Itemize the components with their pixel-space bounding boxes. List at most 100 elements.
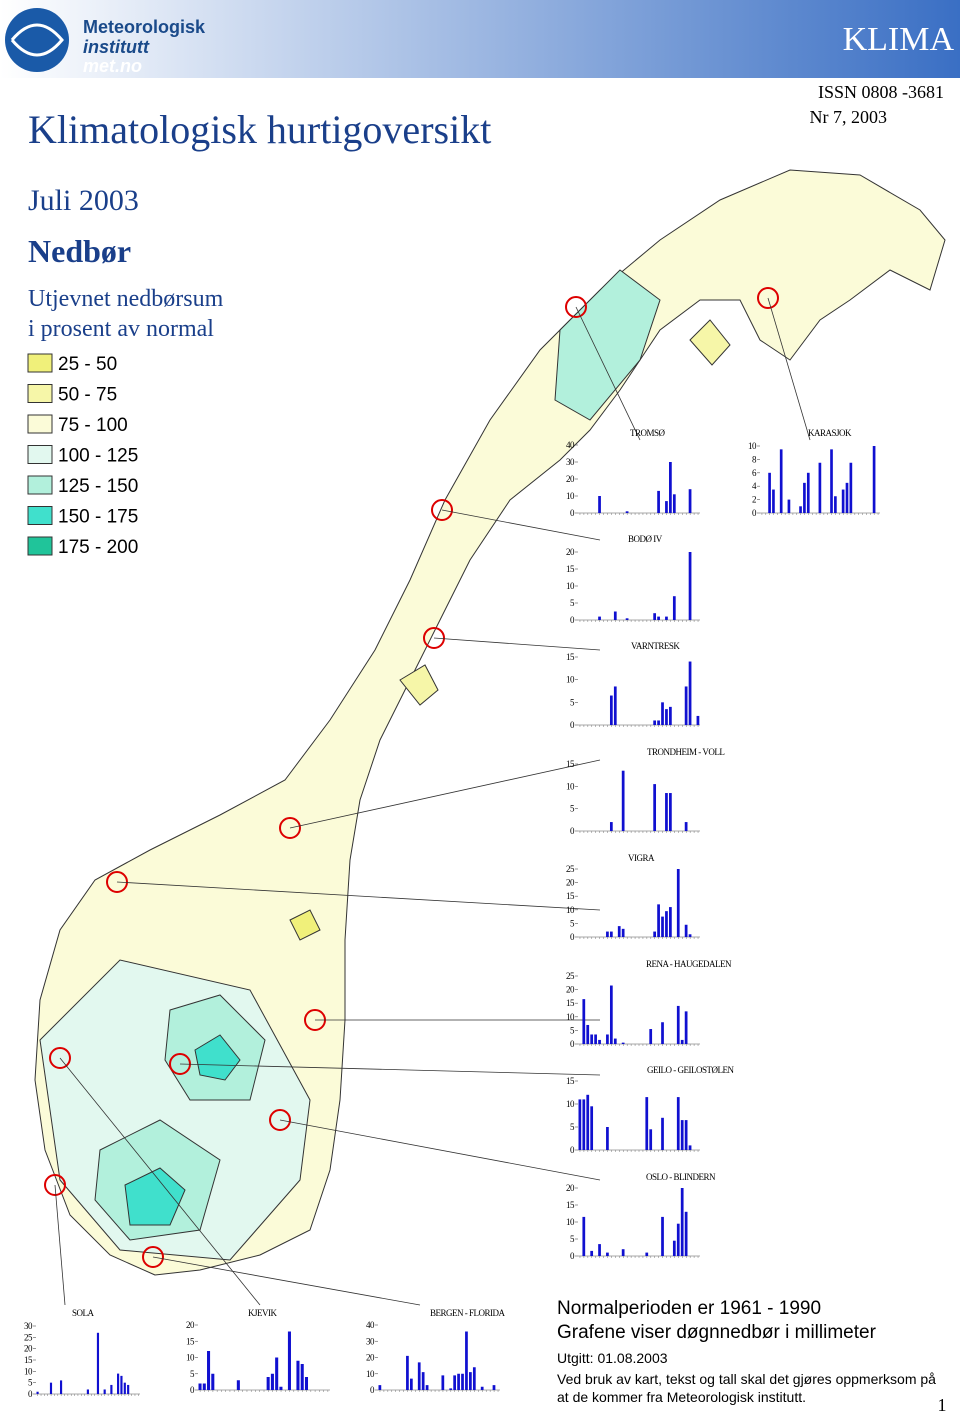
bar bbox=[461, 1373, 464, 1390]
y-tick-label: 5 bbox=[570, 1025, 575, 1035]
y-tick-label: 20 bbox=[566, 985, 575, 995]
bar bbox=[653, 784, 657, 831]
chart-title: SOLA bbox=[72, 1308, 95, 1318]
y-tick-label: 5 bbox=[28, 1378, 33, 1388]
bar bbox=[841, 489, 845, 513]
bar bbox=[103, 1389, 106, 1394]
bar bbox=[657, 720, 660, 725]
bar bbox=[672, 596, 676, 620]
y-tick-label: 10 bbox=[366, 1369, 375, 1379]
bar bbox=[849, 462, 853, 513]
bar bbox=[86, 1389, 89, 1394]
y-tick-label: 0 bbox=[570, 508, 575, 518]
bar bbox=[676, 1005, 680, 1044]
chart-title: TRONDHEIM - VOLL bbox=[647, 747, 724, 757]
bar bbox=[830, 449, 833, 513]
bar bbox=[127, 1384, 130, 1394]
bar bbox=[606, 1127, 609, 1150]
bar bbox=[590, 1034, 594, 1044]
bar bbox=[688, 934, 692, 937]
bar bbox=[625, 618, 629, 620]
logo-text: met.no bbox=[83, 56, 142, 76]
bar bbox=[669, 462, 672, 513]
y-tick-label: 10 bbox=[566, 781, 575, 791]
issn: ISSN 0808 -3681 bbox=[818, 82, 944, 102]
bar bbox=[665, 709, 668, 725]
issue: Nr 7, 2003 bbox=[810, 107, 888, 127]
y-tick-label: 10 bbox=[566, 905, 575, 915]
bar bbox=[672, 494, 676, 513]
chart-title: BODØ IV bbox=[628, 534, 663, 544]
bar bbox=[669, 706, 672, 725]
element: Nedbør bbox=[28, 233, 131, 269]
bar bbox=[120, 1375, 123, 1394]
bar bbox=[676, 1223, 680, 1256]
chart-title: VARNTRESK bbox=[631, 641, 680, 651]
bar bbox=[590, 1106, 594, 1150]
bar bbox=[609, 822, 613, 831]
y-tick-label: 2 bbox=[752, 495, 756, 505]
y-tick-label: 10 bbox=[186, 1353, 195, 1363]
bar bbox=[684, 1011, 688, 1044]
y-tick-label: 5 bbox=[570, 1234, 575, 1244]
bar bbox=[649, 1029, 653, 1044]
y-tick-label: 10 bbox=[748, 441, 757, 451]
y-tick-label: 5 bbox=[190, 1369, 195, 1379]
bar bbox=[649, 1129, 653, 1150]
y-tick-label: 20 bbox=[366, 1353, 375, 1363]
y-tick-label: 40 bbox=[566, 440, 575, 450]
y-tick-label: 4 bbox=[752, 481, 757, 491]
logo-icon bbox=[5, 8, 69, 72]
y-tick-label: 0 bbox=[752, 508, 757, 518]
bar bbox=[96, 1332, 100, 1394]
y-tick-label: 10 bbox=[566, 1012, 575, 1022]
map bbox=[34, 169, 946, 1276]
bar bbox=[688, 489, 692, 513]
bar bbox=[799, 506, 802, 513]
y-tick-label: 0 bbox=[28, 1389, 33, 1399]
period: Juli 2003 bbox=[28, 184, 139, 217]
bar bbox=[818, 462, 822, 513]
bar bbox=[645, 1252, 649, 1256]
bar bbox=[768, 472, 771, 513]
y-tick-label: 20 bbox=[566, 547, 575, 557]
bar bbox=[270, 1373, 274, 1390]
bar bbox=[613, 611, 617, 620]
y-tick-label: 25 bbox=[566, 971, 575, 981]
bar bbox=[275, 1357, 279, 1390]
legend-swatch bbox=[27, 353, 53, 373]
header-band bbox=[0, 0, 960, 78]
bar bbox=[453, 1375, 457, 1390]
y-tick-label: 15 bbox=[24, 1355, 33, 1365]
bar bbox=[202, 1383, 206, 1390]
bar bbox=[110, 1384, 113, 1394]
y-tick-label: 15 bbox=[566, 652, 575, 662]
y-tick-label: 0 bbox=[570, 932, 575, 942]
bar bbox=[669, 793, 672, 831]
bar bbox=[845, 482, 849, 513]
bar bbox=[613, 686, 617, 725]
y-tick-label: 0 bbox=[570, 615, 575, 625]
bar bbox=[661, 1216, 664, 1256]
y-tick-label: 20 bbox=[24, 1344, 33, 1354]
y-tick-label: 10 bbox=[566, 491, 575, 501]
y-tick-label: 0 bbox=[570, 1039, 575, 1049]
logo-text: institutt bbox=[83, 37, 150, 57]
chart-title: RENA - HAUGEDALEN bbox=[646, 959, 732, 969]
bar bbox=[661, 702, 664, 725]
bar bbox=[198, 1383, 202, 1390]
y-tick-label: 0 bbox=[570, 1145, 575, 1155]
y-tick-label: 25 bbox=[24, 1332, 33, 1342]
bar bbox=[661, 1117, 664, 1150]
bar bbox=[207, 1351, 211, 1390]
series-name: KLIMA bbox=[843, 21, 955, 58]
bar bbox=[441, 1375, 445, 1390]
bar bbox=[688, 1145, 692, 1150]
bar bbox=[661, 916, 664, 937]
y-tick-label: 5 bbox=[570, 598, 575, 608]
bar bbox=[406, 1355, 409, 1390]
subtitle: i prosent av normal bbox=[28, 316, 214, 342]
bar bbox=[684, 822, 688, 831]
y-tick-label: 0 bbox=[570, 826, 575, 836]
bar bbox=[617, 926, 621, 937]
